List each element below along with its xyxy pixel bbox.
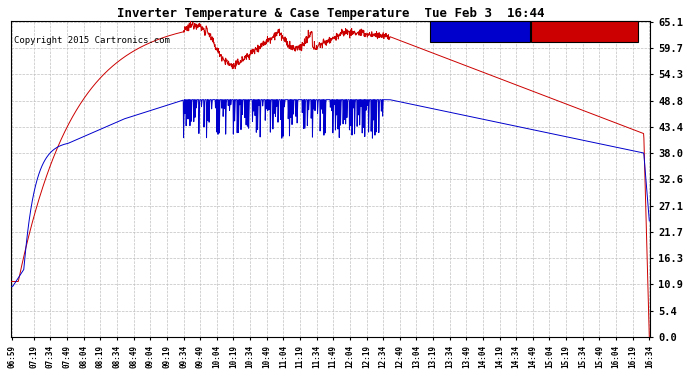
- Title: Inverter Temperature & Case Temperature  Tue Feb 3  16:44: Inverter Temperature & Case Temperature …: [117, 7, 544, 20]
- Text: Case  (°C): Case (°C): [433, 27, 486, 36]
- Text: Copyright 2015 Cartronics.com: Copyright 2015 Cartronics.com: [14, 36, 170, 45]
- Text: Inverter  (°C): Inverter (°C): [534, 27, 609, 36]
